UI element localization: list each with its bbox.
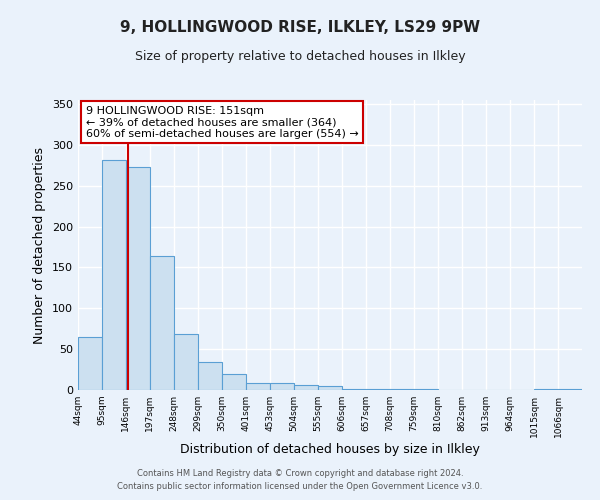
Bar <box>78 337 102 390</box>
Bar <box>318 386 342 390</box>
Text: 9 HOLLINGWOOD RISE: 151sqm
← 39% of detached houses are smaller (364)
60% of sem: 9 HOLLINGWOOD RISE: 151sqm ← 39% of deta… <box>86 106 358 139</box>
Bar <box>342 389 366 390</box>
Bar <box>414 389 438 390</box>
Text: Size of property relative to detached houses in Ilkley: Size of property relative to detached ho… <box>134 50 466 63</box>
Bar <box>198 362 222 390</box>
X-axis label: Distribution of detached houses by size in Ilkley: Distribution of detached houses by size … <box>180 442 480 456</box>
Bar <box>534 389 558 390</box>
Bar <box>174 334 198 390</box>
Bar <box>102 160 126 390</box>
Text: Contains public sector information licensed under the Open Government Licence v3: Contains public sector information licen… <box>118 482 482 491</box>
Bar <box>245 382 269 390</box>
Bar <box>126 167 150 390</box>
Bar <box>366 389 390 390</box>
Bar <box>270 382 294 390</box>
Bar <box>222 374 245 390</box>
Text: Contains HM Land Registry data © Crown copyright and database right 2024.: Contains HM Land Registry data © Crown c… <box>137 468 463 477</box>
Bar <box>294 385 318 390</box>
Bar <box>558 389 582 390</box>
Y-axis label: Number of detached properties: Number of detached properties <box>34 146 46 344</box>
Bar <box>390 389 414 390</box>
Text: 9, HOLLINGWOOD RISE, ILKLEY, LS29 9PW: 9, HOLLINGWOOD RISE, ILKLEY, LS29 9PW <box>120 20 480 35</box>
Bar <box>150 256 174 390</box>
